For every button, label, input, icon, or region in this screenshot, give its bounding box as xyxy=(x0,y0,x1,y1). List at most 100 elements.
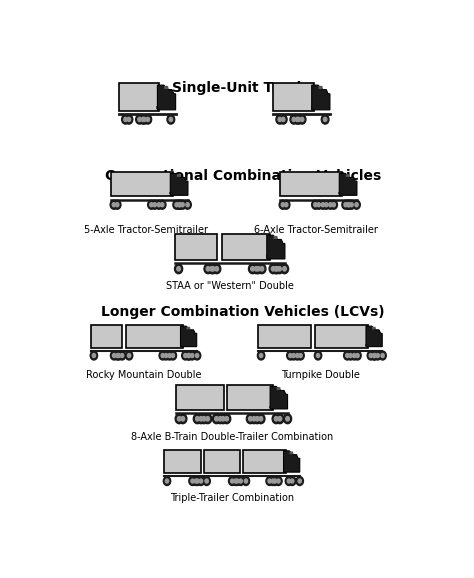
Circle shape xyxy=(356,354,359,358)
Circle shape xyxy=(141,117,145,121)
Circle shape xyxy=(345,200,353,209)
Circle shape xyxy=(376,354,379,358)
Circle shape xyxy=(286,417,289,421)
Circle shape xyxy=(367,351,374,360)
Text: Triple-Trailer Combination: Triple-Trailer Combination xyxy=(170,492,294,502)
Circle shape xyxy=(274,266,278,271)
Circle shape xyxy=(196,417,199,421)
Circle shape xyxy=(168,354,171,358)
Polygon shape xyxy=(283,451,300,472)
Polygon shape xyxy=(311,106,314,109)
Polygon shape xyxy=(177,174,181,177)
Circle shape xyxy=(268,479,271,483)
Text: STAA or "Western" Double: STAA or "Western" Double xyxy=(166,281,294,291)
Circle shape xyxy=(150,203,153,207)
Circle shape xyxy=(332,203,336,207)
Circle shape xyxy=(211,266,215,271)
Circle shape xyxy=(299,354,302,358)
Circle shape xyxy=(218,417,222,421)
Circle shape xyxy=(371,351,378,360)
Circle shape xyxy=(293,115,301,124)
Polygon shape xyxy=(180,343,183,346)
Circle shape xyxy=(204,414,212,424)
Circle shape xyxy=(189,351,196,360)
Bar xyxy=(280,172,342,196)
Circle shape xyxy=(344,203,347,207)
Circle shape xyxy=(165,479,169,483)
Circle shape xyxy=(275,264,283,274)
Polygon shape xyxy=(267,235,285,259)
Circle shape xyxy=(191,479,194,483)
Circle shape xyxy=(314,351,322,360)
Circle shape xyxy=(379,351,386,360)
Circle shape xyxy=(354,351,361,360)
Circle shape xyxy=(269,477,277,486)
Circle shape xyxy=(115,351,122,360)
Polygon shape xyxy=(312,85,330,110)
Circle shape xyxy=(274,417,278,421)
Circle shape xyxy=(255,417,259,421)
Circle shape xyxy=(179,200,186,209)
Circle shape xyxy=(158,200,166,209)
Circle shape xyxy=(298,115,306,124)
Circle shape xyxy=(232,477,239,486)
Bar xyxy=(164,450,201,473)
Circle shape xyxy=(292,117,296,121)
Text: Longer Combination Vehicles (LCVs): Longer Combination Vehicles (LCVs) xyxy=(101,305,385,319)
Circle shape xyxy=(317,354,319,358)
Circle shape xyxy=(148,200,155,209)
Circle shape xyxy=(205,479,208,483)
Polygon shape xyxy=(276,387,281,390)
Circle shape xyxy=(272,414,280,424)
Circle shape xyxy=(116,354,119,358)
Polygon shape xyxy=(169,192,173,194)
Circle shape xyxy=(195,354,199,358)
Text: 5-Axle Tractor-Semitrailer: 5-Axle Tractor-Semitrailer xyxy=(83,225,208,235)
Circle shape xyxy=(110,200,118,209)
Circle shape xyxy=(159,351,166,360)
Circle shape xyxy=(237,477,244,486)
Bar xyxy=(110,172,173,196)
Circle shape xyxy=(90,351,98,360)
Circle shape xyxy=(346,203,350,207)
Circle shape xyxy=(174,264,182,274)
Polygon shape xyxy=(338,192,342,194)
Polygon shape xyxy=(346,174,350,177)
Circle shape xyxy=(234,479,237,483)
Circle shape xyxy=(255,266,258,271)
Circle shape xyxy=(200,414,208,424)
Circle shape xyxy=(348,200,355,209)
Circle shape xyxy=(266,477,273,486)
Bar xyxy=(204,450,240,473)
Circle shape xyxy=(252,264,260,274)
Circle shape xyxy=(144,115,152,124)
Circle shape xyxy=(272,477,279,486)
Circle shape xyxy=(283,200,290,209)
Circle shape xyxy=(253,414,261,424)
Text: 8-Axle B-Train Double-Trailer Combination: 8-Axle B-Train Double-Trailer Combinatio… xyxy=(131,432,333,442)
Circle shape xyxy=(321,203,325,207)
Circle shape xyxy=(185,351,192,360)
Circle shape xyxy=(192,477,200,486)
Circle shape xyxy=(177,266,181,271)
Circle shape xyxy=(315,200,322,209)
Circle shape xyxy=(322,200,330,209)
Polygon shape xyxy=(366,326,382,347)
Circle shape xyxy=(171,354,174,358)
Circle shape xyxy=(271,266,275,271)
Circle shape xyxy=(257,414,265,424)
Circle shape xyxy=(353,200,360,209)
Circle shape xyxy=(164,477,171,486)
Bar xyxy=(244,450,286,473)
Circle shape xyxy=(219,414,227,424)
Bar xyxy=(119,83,159,111)
Circle shape xyxy=(113,200,121,209)
Circle shape xyxy=(161,203,164,207)
Circle shape xyxy=(254,264,262,274)
Circle shape xyxy=(374,351,382,360)
Circle shape xyxy=(259,354,263,358)
Circle shape xyxy=(276,414,284,424)
Circle shape xyxy=(212,414,220,424)
Text: Conventional Combination Vehicles: Conventional Combination Vehicles xyxy=(105,169,381,183)
Circle shape xyxy=(169,117,173,121)
